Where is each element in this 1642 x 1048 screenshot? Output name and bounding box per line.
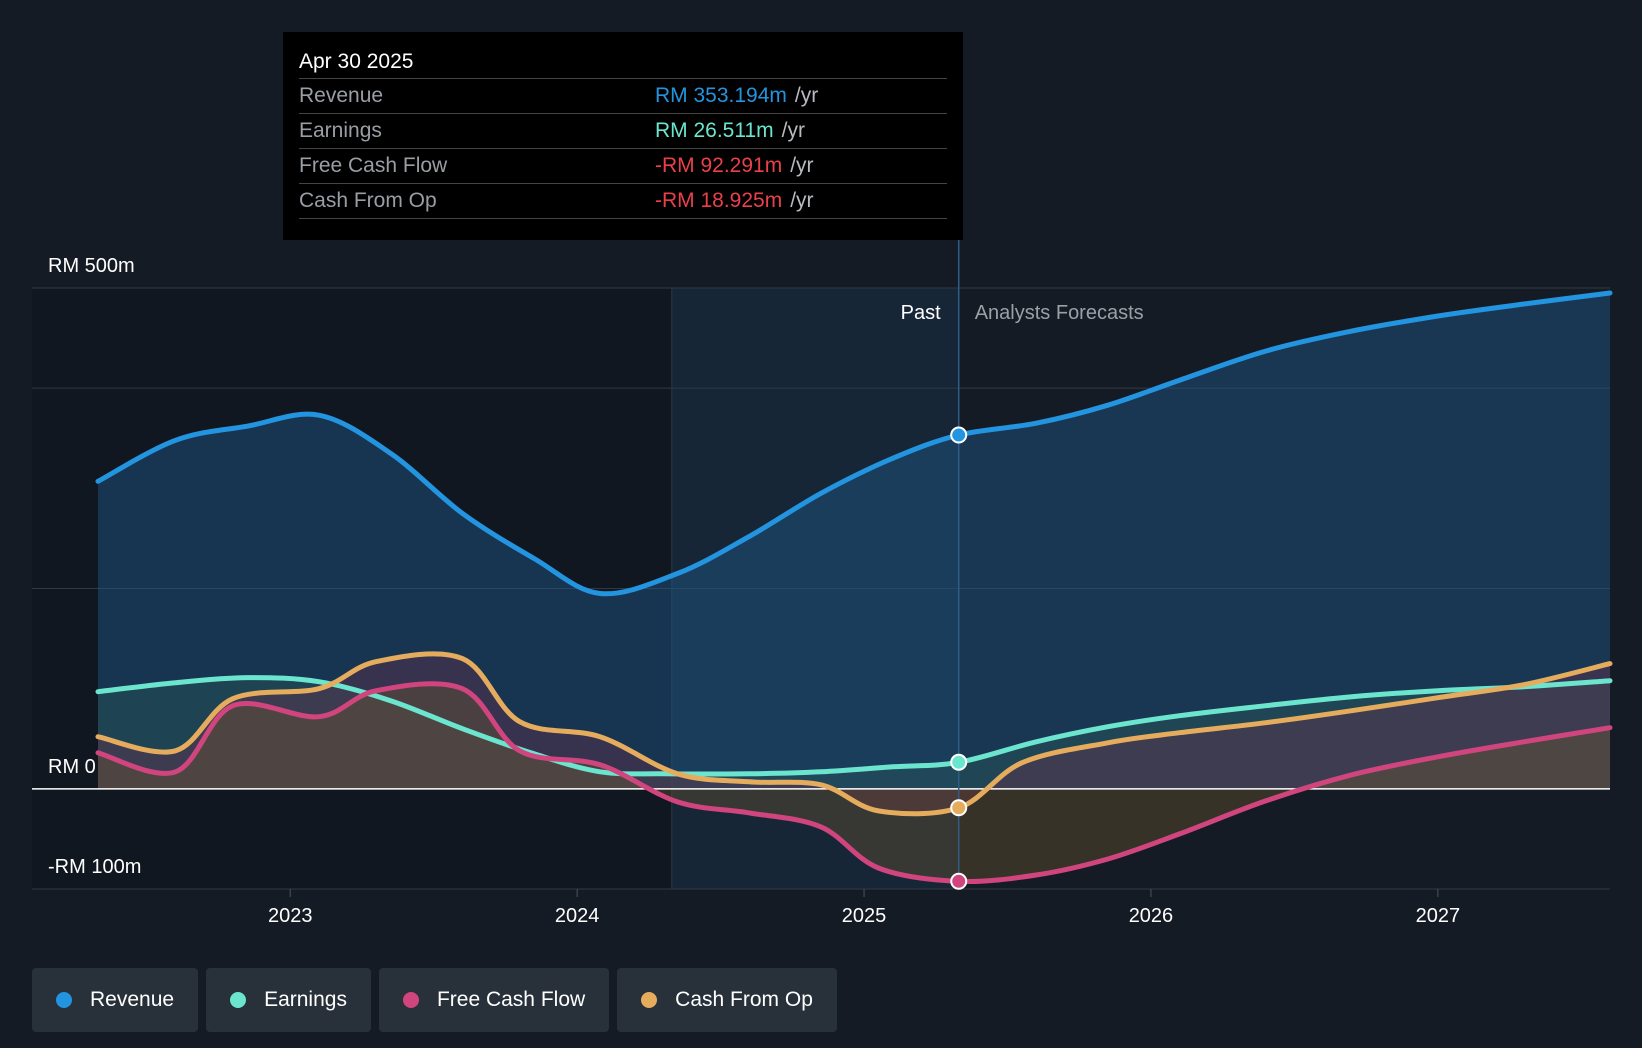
tooltip-value: -RM 18.925m — [655, 189, 783, 212]
tooltip-value: -RM 92.291m — [655, 154, 783, 177]
y-tick-label: RM 500m — [48, 255, 135, 277]
x-tick-label: 2023 — [268, 905, 313, 927]
legend-item-earnings[interactable]: Earnings — [206, 968, 371, 1032]
legend-item-cash-from-op[interactable]: Cash From Op — [617, 968, 837, 1032]
x-tick-label: 2025 — [842, 905, 887, 927]
line-earnings — [95, 675, 1613, 777]
tooltip-date: Apr 30 2025 — [299, 46, 947, 79]
legend-dot-icon — [641, 992, 658, 1008]
marker-cash-from-op — [950, 799, 968, 817]
tooltip-label: Free Cash Flow — [299, 154, 448, 177]
x-tick-label: 2027 — [1416, 905, 1461, 927]
line-free-cash-flow — [95, 681, 1613, 885]
forecast-label: Analysts Forecasts — [975, 302, 1144, 324]
y-tick-label: RM 0 — [48, 756, 96, 778]
legend-label: Free Cash Flow — [436, 988, 586, 1011]
area-earnings — [98, 677, 1610, 789]
line-cash-from-op — [95, 651, 1613, 817]
tooltip-unit: /yr — [790, 154, 814, 177]
area-cash-from-op — [98, 653, 1610, 814]
x-tick-label: 2026 — [1129, 905, 1174, 927]
tooltip-row-free-cash-flow: Free Cash Flow -RM 92.291m /yr — [299, 149, 947, 184]
marker-earnings — [950, 753, 968, 771]
legend-item-revenue[interactable]: Revenue — [32, 968, 199, 1032]
past-label: Past — [901, 302, 941, 324]
legend-dot-icon — [402, 992, 419, 1008]
legend-dot-icon — [230, 992, 247, 1008]
y-tick-label: -RM 100m — [48, 856, 141, 878]
legend-dot-icon — [56, 992, 72, 1008]
line-revenue — [95, 290, 1613, 597]
marker-revenue — [950, 426, 968, 444]
legend-label: Revenue — [90, 988, 175, 1011]
legend: Revenue Earnings Free Cash Flow Cash Fro… — [32, 968, 837, 1032]
tooltip: Apr 30 2025 Revenue RM 353.194m /yr Earn… — [283, 32, 963, 240]
tooltip-row-earnings: Earnings RM 26.511m /yr — [299, 114, 947, 149]
tooltip-label: Revenue — [299, 84, 384, 107]
tooltip-value: RM 26.511m — [655, 119, 774, 142]
tooltip-unit: /yr — [794, 84, 819, 107]
legend-label: Earnings — [264, 988, 347, 1011]
marker-free-cash-flow — [950, 872, 968, 890]
tooltip-unit: /yr — [790, 189, 814, 212]
legend-item-free-cash-flow[interactable]: Free Cash Flow — [378, 968, 610, 1032]
area-revenue — [98, 293, 1610, 789]
tooltip-row-cash-from-op: Cash From Op -RM 18.925m /yr — [299, 184, 947, 219]
x-tick-label: 2024 — [555, 905, 600, 927]
tooltip-label: Cash From Op — [299, 189, 437, 212]
tooltip-unit: /yr — [781, 119, 805, 142]
tooltip-value: RM 353.194m — [655, 84, 787, 107]
tooltip-row-revenue: Revenue RM 353.194m /yr — [299, 79, 947, 114]
legend-label: Cash From Op — [675, 988, 813, 1011]
tooltip-label: Earnings — [299, 119, 382, 142]
